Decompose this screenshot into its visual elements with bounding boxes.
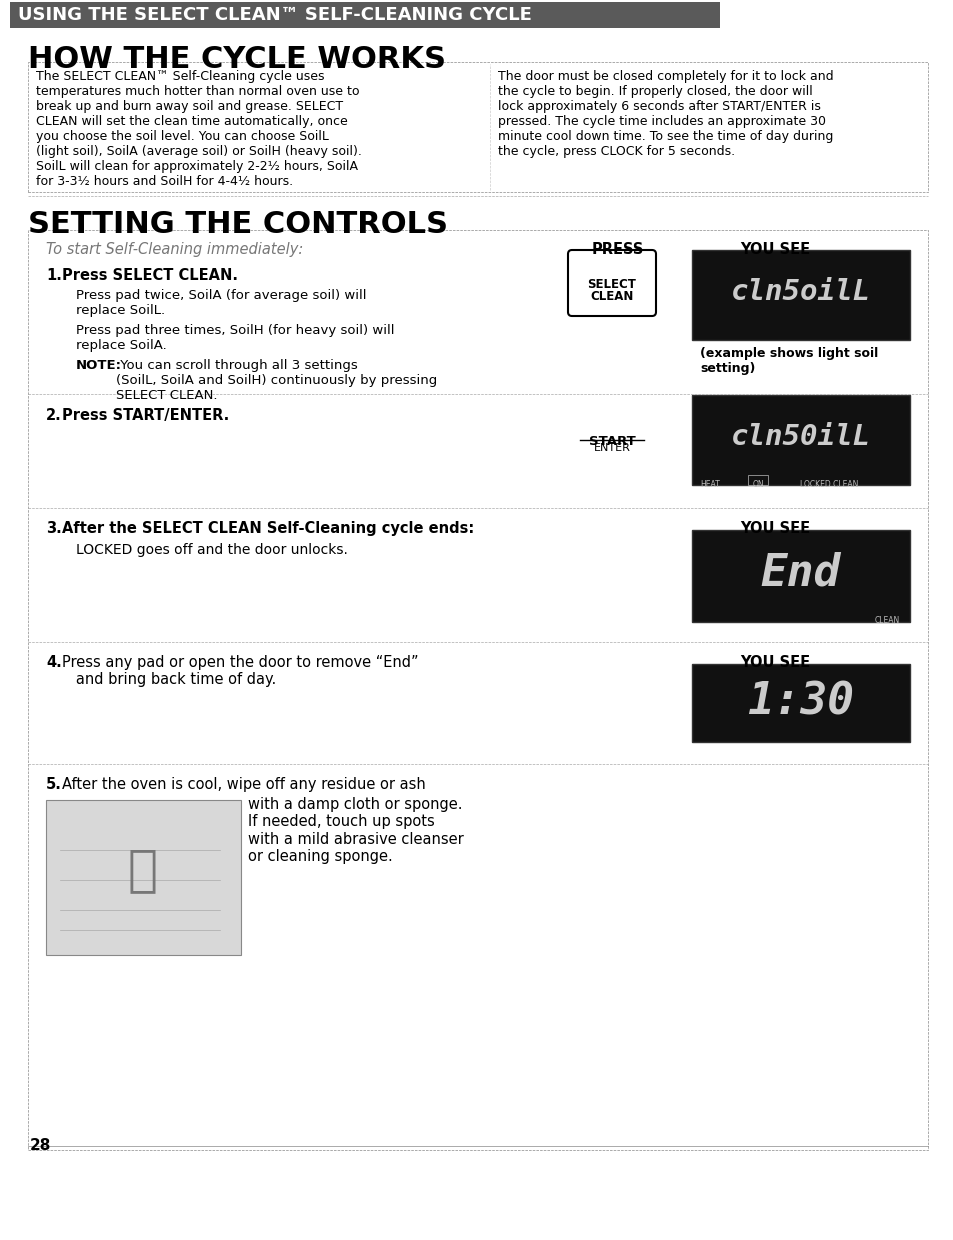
Text: HOW THE CYCLE WORKS: HOW THE CYCLE WORKS [28,45,446,74]
Text: Press START/ENTER.: Press START/ENTER. [62,408,229,423]
Text: After the oven is cool, wipe off any residue or ash: After the oven is cool, wipe off any res… [62,777,425,792]
Bar [691,396,909,485]
Bar [10,2,720,29]
Text: SELECT: SELECT [587,278,636,291]
Bar [747,475,767,485]
Text: YOU SEE: YOU SEE [740,242,809,257]
Bar [28,229,927,1149]
Text: YOU SEE: YOU SEE [740,521,809,536]
Bar [691,250,909,340]
Text: ENTER: ENTER [593,443,630,453]
Text: NOTE:: NOTE: [76,360,122,372]
Text: After the SELECT CLEAN Self-Cleaning cycle ends:: After the SELECT CLEAN Self-Cleaning cyc… [62,521,474,536]
Text: End: End [760,552,841,594]
Text: (example shows light soil
setting): (example shows light soil setting) [700,347,878,374]
Text: START: START [588,435,635,448]
Bar [691,663,909,742]
Text: PRESS: PRESS [592,242,643,257]
Text: Press SELECT CLEAN.: Press SELECT CLEAN. [62,268,237,283]
FancyBboxPatch shape [567,250,656,316]
Bar [691,529,909,622]
Text: 1.: 1. [46,268,62,283]
Bar [28,62,927,192]
Text: 5.: 5. [46,777,62,792]
Text: 3.: 3. [46,521,62,536]
Text: Press any pad or open the door to remove “End”
   and bring back time of day.: Press any pad or open the door to remove… [62,655,418,687]
Text: HEAT: HEAT [700,480,719,489]
Text: Press pad three times, SoilH (for heavy soil) will
replace SoilA.: Press pad three times, SoilH (for heavy … [76,324,395,352]
Bar [46,800,241,955]
Text: 4.: 4. [46,655,62,670]
Text: USING THE SELECT CLEAN™ SELF-CLEANING CYCLE: USING THE SELECT CLEAN™ SELF-CLEANING CY… [18,6,532,24]
Text: SETTING THE CONTROLS: SETTING THE CONTROLS [28,210,448,239]
Text: 28: 28 [30,1138,51,1153]
Text: with a damp cloth or sponge.
If needed, touch up spots
with a mild abrasive clea: with a damp cloth or sponge. If needed, … [248,797,463,864]
Text: The SELECT CLEAN™ Self-Cleaning cycle uses
temperatures much hotter than normal : The SELECT CLEAN™ Self-Cleaning cycle us… [36,69,361,188]
Text: LOCKED CLEAN: LOCKED CLEAN [800,480,858,489]
Text: 2.: 2. [46,408,62,423]
Text: 1:30: 1:30 [747,681,854,723]
Text: To start Self-Cleaning immediately:: To start Self-Cleaning immediately: [46,242,303,257]
Text: Press pad twice, SoilA (for average soil) will
replace SoilL.: Press pad twice, SoilA (for average soil… [76,289,366,317]
Text: cln50ilL: cln50ilL [730,423,870,451]
Text: CLEAN: CLEAN [590,290,633,303]
Text: ✋: ✋ [128,846,158,894]
Text: YOU SEE: YOU SEE [740,655,809,670]
Text: You can scroll through all 3 settings
(SoilL, SoilA and SoilH) continuously by p: You can scroll through all 3 settings (S… [116,360,436,402]
Text: LOCKED goes off and the door unlocks.: LOCKED goes off and the door unlocks. [76,543,348,557]
Text: CLEAN: CLEAN [874,616,899,625]
Text: cln5oilL: cln5oilL [730,278,870,306]
Text: The door must be closed completely for it to lock and
the cycle to begin. If pro: The door must be closed completely for i… [497,69,833,157]
Text: ON: ON [751,480,763,489]
